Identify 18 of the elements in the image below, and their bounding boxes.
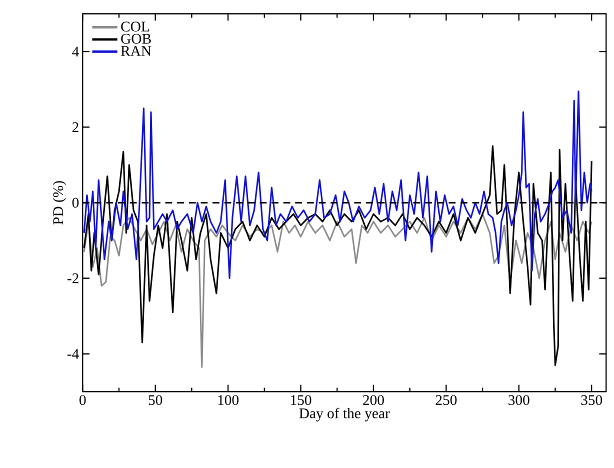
x-tick-label: 300 [508, 394, 530, 405]
legend-label: GOB [121, 34, 151, 44]
x-axis-title: Day of the year [299, 408, 390, 422]
y-axis-title: PD (%) [52, 180, 66, 224]
x-tick-label: 150 [291, 394, 312, 405]
y-tick-label: 4 [72, 46, 79, 56]
legend-label: COL [121, 21, 150, 32]
x-tick-label: 100 [218, 394, 239, 405]
y-tick-label: 2 [72, 122, 78, 132]
y-tick-label: -4 [67, 348, 79, 358]
x-tick-label: 0 [80, 394, 86, 405]
y-tick-label: -2 [67, 273, 78, 283]
x-tick-label: 350 [581, 394, 602, 405]
y-tick-label: 0 [72, 198, 79, 208]
x-tick-label: 250 [436, 394, 457, 405]
x-tick-label: 200 [363, 394, 384, 405]
legend-label: RAN [120, 46, 152, 56]
x-tick-label: 50 [148, 394, 162, 405]
